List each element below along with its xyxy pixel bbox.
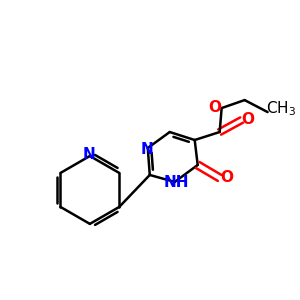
Text: O: O [241,112,254,127]
Text: CH$_3$: CH$_3$ [266,100,297,118]
Text: N: N [140,142,153,157]
Text: O: O [208,100,221,115]
Text: N: N [82,148,95,163]
Text: NH: NH [164,176,190,190]
Text: O: O [220,170,233,185]
